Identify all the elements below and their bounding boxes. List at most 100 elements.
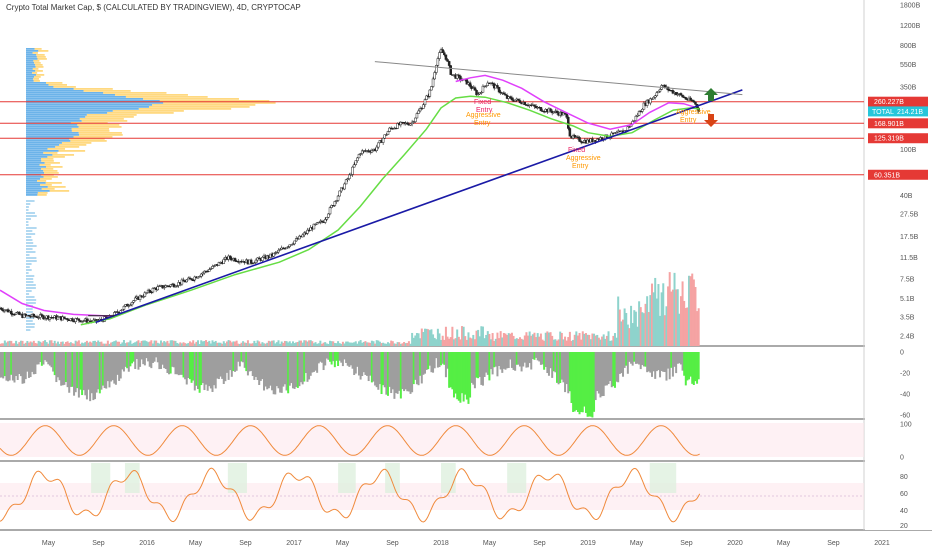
volume-profile-bar	[26, 100, 160, 102]
histogram-bar	[385, 352, 388, 395]
histogram-bar	[430, 352, 433, 373]
histogram-bar	[229, 352, 232, 371]
histogram-bar	[533, 352, 536, 360]
histogram-bar	[407, 352, 410, 392]
volume-profile-bar	[71, 128, 110, 130]
histogram-bar	[493, 352, 496, 368]
volume-bar	[200, 340, 203, 346]
histogram-bar	[602, 352, 605, 396]
volume-bar	[686, 307, 689, 346]
candle-up	[180, 279, 184, 285]
volume-bar	[676, 289, 679, 346]
histogram-bar	[254, 352, 257, 378]
volume-bar	[106, 340, 109, 346]
histogram-bar	[382, 352, 385, 386]
volume-profile-bar	[26, 263, 32, 265]
candle-up	[484, 85, 488, 87]
histogram-bar	[575, 352, 578, 411]
histogram-bar	[18, 352, 21, 375]
histogram-bar	[251, 352, 254, 377]
histogram-bar	[16, 352, 19, 380]
volume-profile-bar	[26, 281, 34, 283]
volume-bar	[87, 342, 90, 346]
candle-up	[198, 275, 201, 278]
candle-up	[82, 320, 85, 322]
histogram-bar	[623, 352, 626, 368]
volume-profile-bar	[103, 92, 167, 94]
volume-bar	[448, 338, 451, 346]
volume-bar	[290, 343, 293, 346]
volume-bar	[620, 321, 623, 346]
candle-down	[27, 315, 31, 317]
volume-bar	[375, 340, 378, 346]
histogram-bar	[650, 352, 653, 377]
candle-down	[206, 270, 209, 273]
histogram-bar	[287, 352, 290, 394]
volume-bar	[547, 332, 550, 346]
volume-profile-bar	[26, 212, 35, 214]
candle-up	[425, 95, 428, 100]
candle-up	[455, 74, 459, 79]
histogram-bar	[359, 352, 362, 380]
volume-bar	[641, 312, 644, 346]
volume-bar	[161, 342, 164, 346]
candle-up	[435, 65, 438, 73]
volume-bar	[617, 296, 620, 346]
histogram-bar	[351, 352, 354, 369]
candle-up	[37, 317, 40, 319]
histogram-bar	[696, 352, 699, 384]
volume-profile-bar	[26, 209, 29, 211]
histogram-bar	[596, 352, 599, 392]
histogram-bar	[501, 352, 504, 373]
histogram-bar	[378, 352, 381, 385]
histogram-bar	[111, 352, 114, 381]
volume-profile-bar	[163, 102, 276, 104]
volume-bar	[523, 335, 526, 346]
volume-bar	[158, 343, 161, 346]
candle-up	[335, 200, 338, 202]
time-tick-label: 2020	[727, 540, 743, 547]
volume-bar	[663, 315, 666, 346]
histogram-bar	[55, 352, 58, 383]
volume-bar	[654, 277, 657, 346]
volume-profile-bar	[26, 251, 36, 253]
volume-bar	[230, 342, 233, 346]
histogram-bar	[675, 352, 678, 374]
histogram-bar	[69, 352, 72, 387]
histogram-bar	[403, 352, 406, 392]
volume-profile-bar	[152, 104, 256, 106]
volume-profile-bar	[45, 182, 62, 184]
volume-bar	[655, 298, 658, 346]
volume-bar	[520, 338, 523, 346]
candle-up	[676, 94, 679, 96]
candle-down	[578, 137, 581, 142]
overbought-zone	[124, 463, 140, 493]
volume-profile-bar	[44, 162, 60, 164]
candle-up	[121, 308, 124, 312]
histogram-bar	[539, 352, 542, 365]
histogram-bar	[415, 352, 418, 385]
volume-profile-bar	[35, 66, 44, 68]
volume-bar	[388, 343, 391, 346]
histogram-bar	[106, 352, 109, 382]
histogram-bar	[459, 352, 462, 403]
time-tick-label: 2019	[580, 540, 596, 547]
volume-bar	[671, 289, 674, 346]
time-tick-label: 2021	[874, 540, 890, 547]
histogram-bar	[235, 352, 238, 371]
volume-bar	[377, 340, 380, 346]
volume-bar	[267, 340, 270, 346]
histogram-bar	[393, 352, 396, 399]
volume-bar	[60, 341, 63, 346]
current-price-tag	[868, 106, 928, 117]
volume-bar	[279, 343, 282, 346]
volume-bar	[0, 343, 3, 346]
candle-up	[209, 268, 213, 270]
volume-bar	[2, 343, 5, 346]
volume-bar	[341, 341, 344, 346]
volume-bar	[512, 335, 515, 346]
volume-bar	[225, 341, 228, 346]
volume-profile-bar	[40, 184, 52, 186]
candle-down	[116, 311, 119, 313]
